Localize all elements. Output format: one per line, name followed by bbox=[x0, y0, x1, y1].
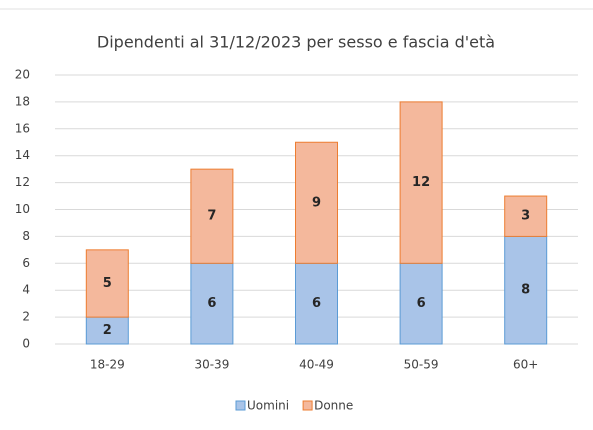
data-label: 12 bbox=[412, 175, 430, 190]
x-tick-label: 30-39 bbox=[194, 358, 229, 372]
bar-segment bbox=[295, 262, 338, 345]
y-tick-label: 8 bbox=[22, 229, 30, 243]
y-tick-label: 16 bbox=[15, 121, 30, 135]
data-label: 6 bbox=[207, 296, 216, 311]
data-label: 6 bbox=[312, 296, 321, 311]
data-label: 5 bbox=[103, 276, 112, 291]
y-tick-label: 18 bbox=[15, 94, 30, 108]
bar-segment bbox=[504, 195, 548, 237]
bar-segment bbox=[399, 101, 443, 264]
data-label: 7 bbox=[207, 209, 216, 224]
bar-segment bbox=[295, 141, 338, 264]
data-label: 3 bbox=[521, 209, 530, 224]
y-tick-label: 2 bbox=[22, 310, 30, 324]
legend-swatch bbox=[302, 400, 313, 411]
y-tick-label: 14 bbox=[15, 148, 30, 162]
x-tick-label: 40-49 bbox=[299, 358, 334, 372]
x-tick-label: 50-59 bbox=[404, 358, 439, 372]
bar-segment bbox=[399, 262, 443, 345]
y-tick-label: 12 bbox=[15, 175, 30, 189]
bar-segment bbox=[190, 168, 234, 264]
data-label: 6 bbox=[417, 296, 426, 311]
x-tick-label: 18-29 bbox=[90, 358, 125, 372]
y-tick-label: 6 bbox=[22, 256, 30, 270]
legend-label: Uomini bbox=[247, 399, 289, 413]
data-label: 8 bbox=[521, 283, 530, 298]
y-tick-label: 0 bbox=[22, 337, 30, 351]
y-tick-label: 10 bbox=[15, 202, 30, 216]
bar-segment bbox=[85, 316, 129, 345]
chart-title: Dipendenti al 31/12/2023 per sesso e fas… bbox=[97, 33, 495, 52]
y-tick-label: 4 bbox=[22, 283, 30, 297]
x-tick-label: 60+ bbox=[513, 358, 538, 372]
legend-label: Donne bbox=[314, 399, 353, 413]
data-label: 2 bbox=[103, 323, 112, 338]
data-label: 9 bbox=[312, 195, 321, 210]
legend-swatch bbox=[235, 400, 246, 411]
bar-segment bbox=[85, 249, 129, 318]
y-tick-label: 20 bbox=[15, 68, 30, 82]
